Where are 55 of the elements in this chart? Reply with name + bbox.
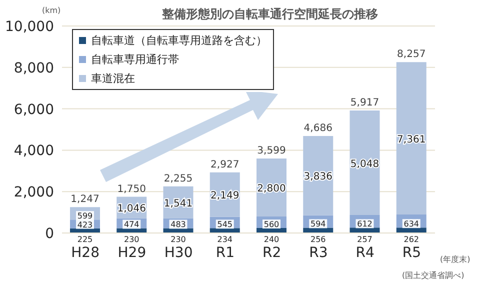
- bar: [350, 110, 380, 216]
- data-label: 423: [77, 220, 93, 230]
- y-tick-label: 2,000: [14, 184, 54, 201]
- data-label: 634: [404, 220, 420, 229]
- y-tick-label: 8,000: [14, 60, 54, 76]
- data-label: 3,836: [304, 172, 332, 183]
- data-label: 1,541: [164, 198, 193, 210]
- x-tick-label: R5: [402, 244, 422, 261]
- data-label: 230: [124, 235, 140, 244]
- data-label: 2,149: [210, 190, 240, 202]
- data-label: 594: [310, 220, 326, 229]
- x-tick-label: H29: [118, 244, 146, 261]
- data-label: 225: [77, 235, 93, 244]
- x-tick-label: R1: [216, 244, 235, 261]
- data-label: 256: [310, 235, 326, 244]
- data-label: 560: [264, 220, 280, 230]
- total-label: 2,927: [210, 159, 240, 170]
- y-tick-label: 0: [45, 226, 54, 242]
- x-tick-label: H30: [164, 244, 193, 261]
- data-label: 7,361: [397, 134, 426, 146]
- data-label: 257: [357, 235, 372, 244]
- data-label: 240: [264, 235, 280, 244]
- total-label: 2,255: [164, 173, 193, 184]
- legend-label: 自転車道（自転車専用道路を含む）: [90, 33, 267, 49]
- y-tick-label: 4,000: [14, 143, 54, 160]
- total-label: 8,257: [397, 49, 426, 60]
- legend-label: 自転車専用通行帯: [90, 52, 180, 68]
- total-label: 3,599: [257, 145, 286, 156]
- total-label: 5,917: [350, 98, 380, 109]
- data-label: 599: [77, 212, 93, 221]
- x-tick-label: R2: [262, 244, 282, 261]
- data-label: 612: [357, 220, 372, 229]
- y-tick-label: 10,000: [5, 18, 54, 35]
- data-label: 483: [170, 220, 186, 230]
- bar: [396, 62, 426, 214]
- data-label: 545: [217, 220, 233, 230]
- total-label: 1,247: [70, 194, 100, 206]
- data-label: 234: [217, 235, 233, 244]
- text: (年度末): [440, 254, 470, 265]
- data-label: 1,046: [117, 204, 146, 215]
- x-tick-label: R4: [356, 244, 374, 261]
- text: (国土交通省調べ): [402, 270, 464, 281]
- legend-label: 車道混在: [90, 71, 136, 87]
- data-label: 2,800: [257, 183, 286, 194]
- chart-title: 整備形態別の自転車通行空間延長の推移: [161, 6, 379, 23]
- x-tick-label: H28: [71, 244, 100, 261]
- data-label: 5,048: [350, 158, 380, 170]
- text: (km): [42, 6, 61, 15]
- data-label: 230: [170, 235, 186, 244]
- data-label: 262: [404, 235, 420, 244]
- data-label: 474: [124, 220, 140, 230]
- total-label: 4,686: [304, 123, 332, 134]
- x-tick-label: R3: [309, 244, 328, 261]
- y-tick-label: 6,000: [14, 102, 54, 118]
- total-label: 1,750: [117, 184, 146, 195]
